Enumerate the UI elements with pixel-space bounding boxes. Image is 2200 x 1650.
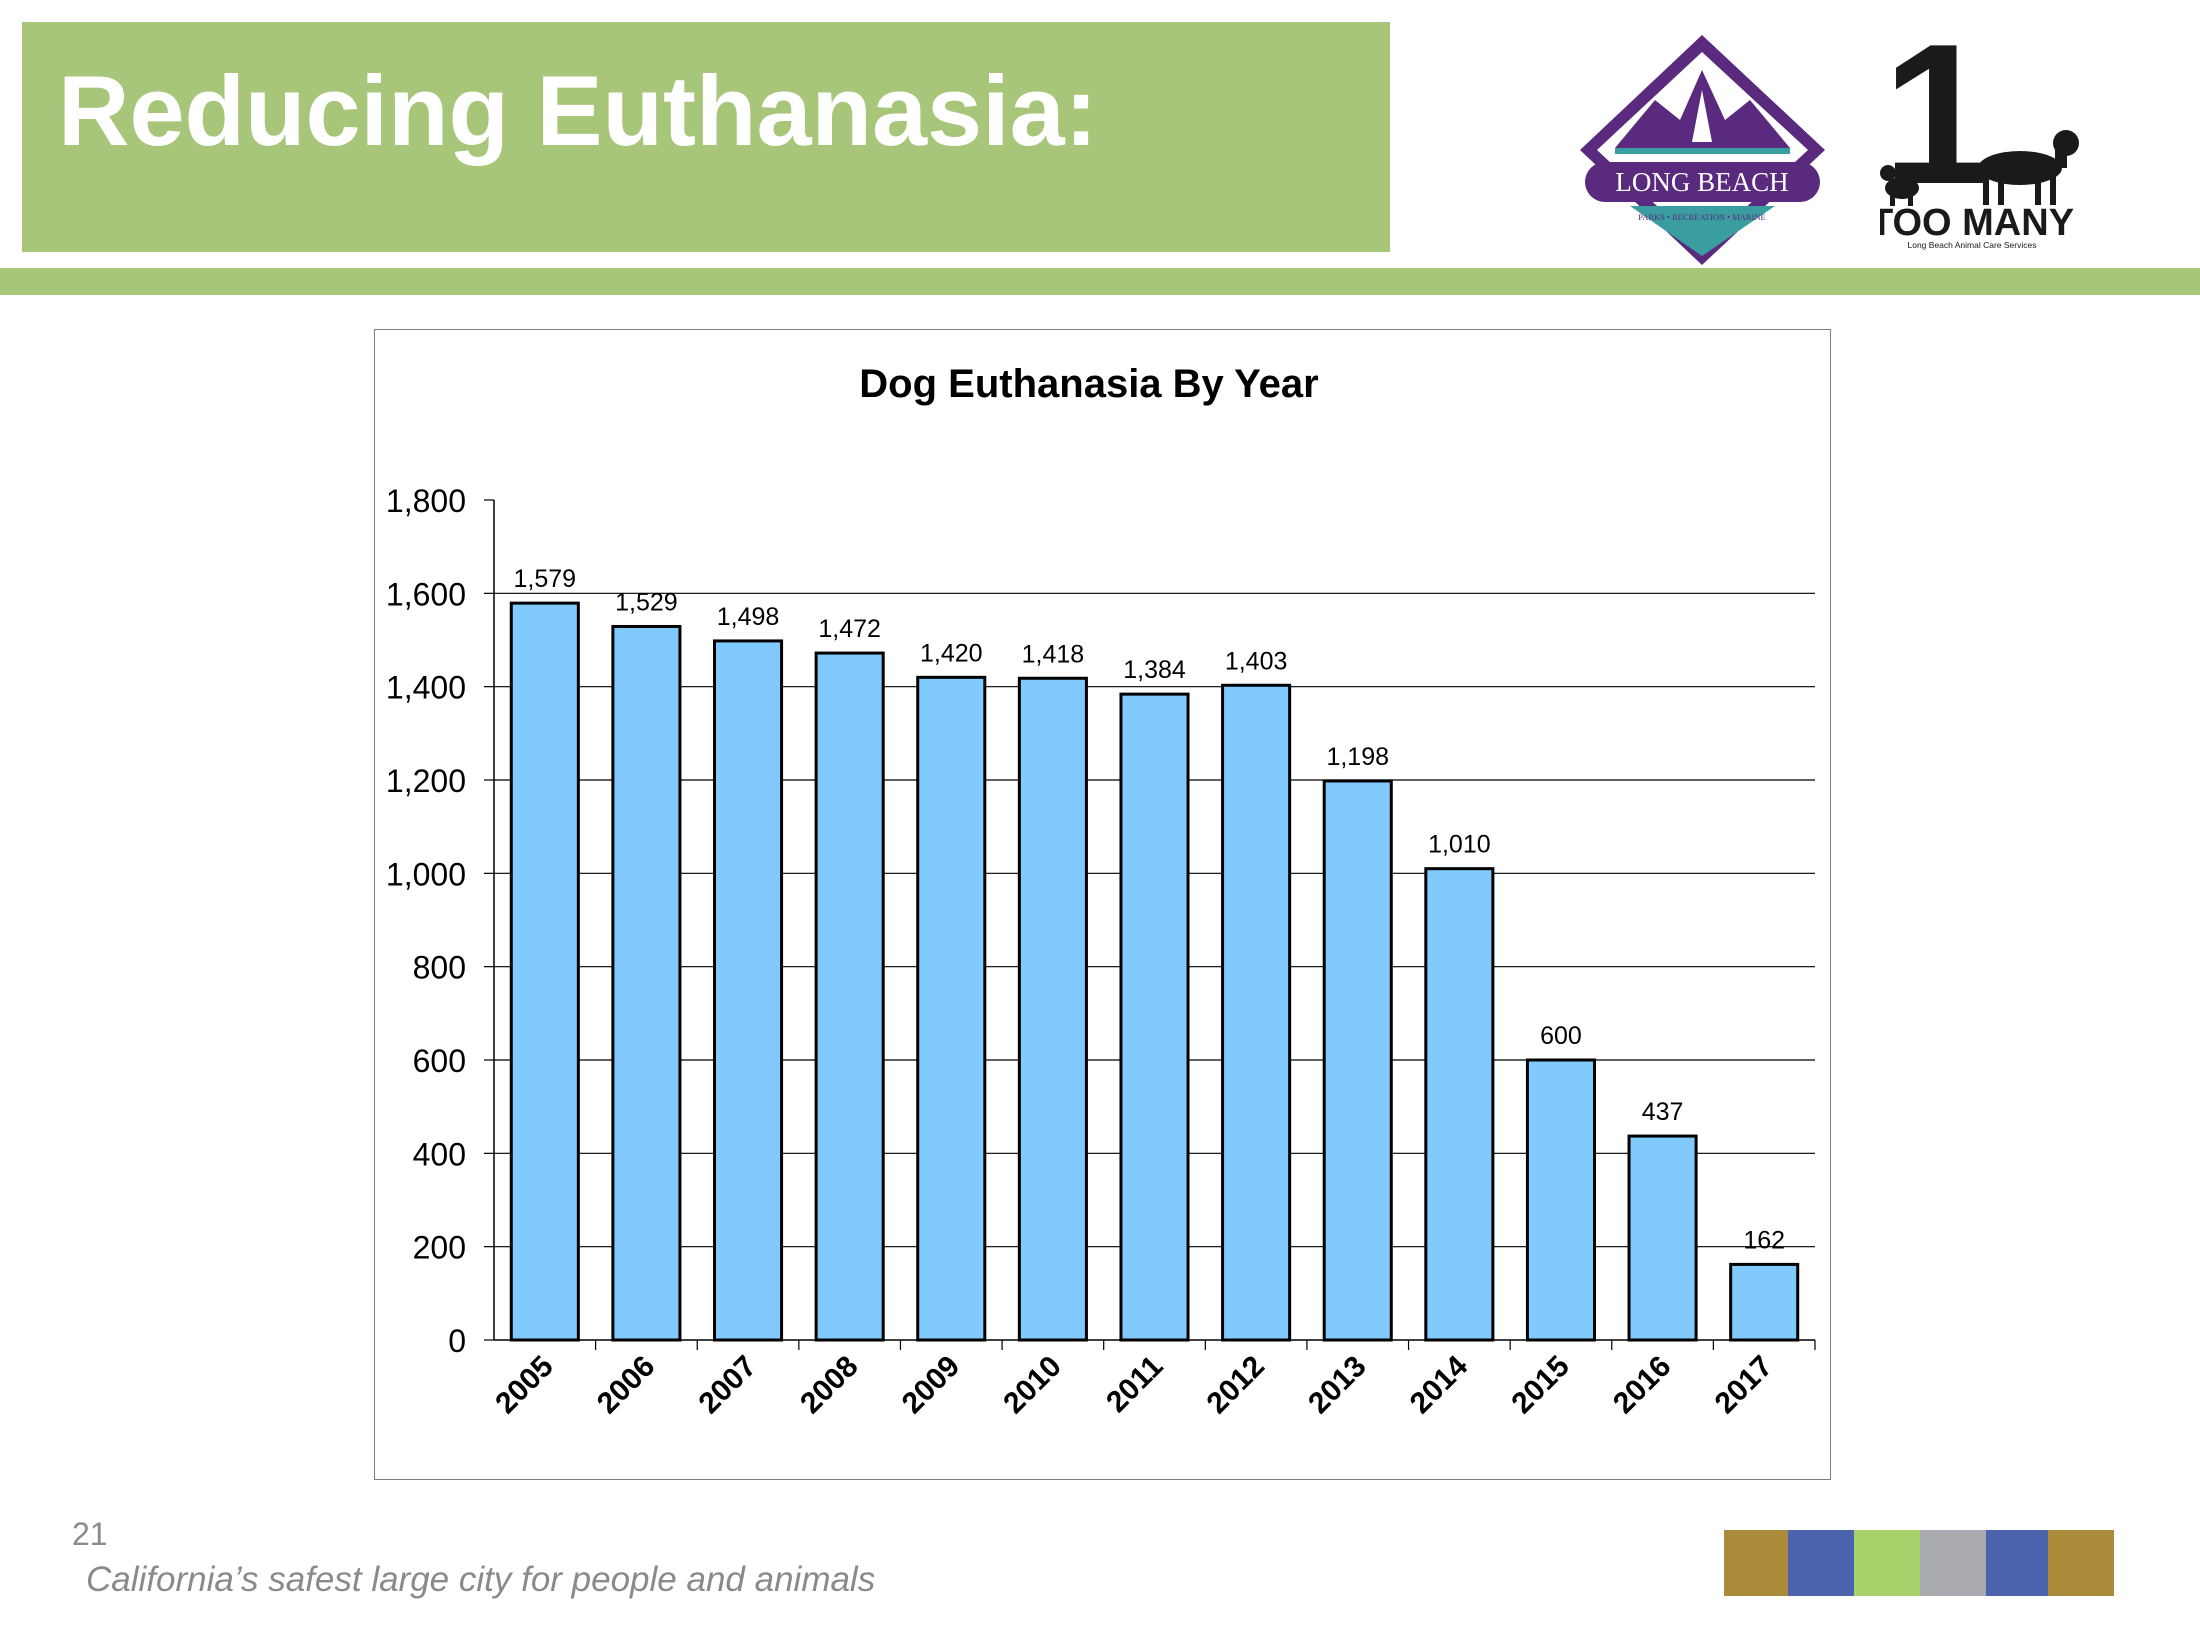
bar-2009 <box>916 675 987 1342</box>
data-label: 1,529 <box>615 588 678 616</box>
data-label: 1,420 <box>920 639 983 667</box>
y-tick-label: 1,400 <box>386 670 466 706</box>
x-tick-label: 2014 <box>1404 1349 1475 1420</box>
y-tick-label: 600 <box>413 1043 466 1079</box>
slide-title: Reducing Euthanasia: <box>58 55 1098 166</box>
logo-toomany-name: TOO MANY <box>1880 202 2074 244</box>
bar-2016 <box>1627 1134 1698 1342</box>
data-labels: 1,579 1,529 1,498 1,472 1,420 1,418 1,384 1,403… <box>514 565 1786 1254</box>
accent-divider <box>0 268 2200 295</box>
color-swatch <box>1986 1530 2048 1596</box>
y-tick-label: 1,200 <box>386 763 466 799</box>
sailboat-icon <box>1692 90 1712 142</box>
color-swatch <box>1788 1530 1854 1596</box>
bar-2017 <box>1729 1262 1800 1342</box>
y-tick-label: 0 <box>448 1323 466 1359</box>
x-tick-label: 2008 <box>794 1350 865 1421</box>
bar-2010 <box>1017 676 1088 1342</box>
x-tick-label: 2010 <box>997 1350 1068 1421</box>
data-label: 600 <box>1540 1022 1582 1050</box>
axes: 0 200 400 600 800 1,000 1,200 1,400 1,600 1,800 20… <box>386 483 1816 1421</box>
x-tick-label: 2013 <box>1302 1350 1373 1421</box>
page-number: 21 <box>72 1516 108 1552</box>
logo-toomany-subtitle: Long Beach Animal Care Services <box>1908 240 2037 250</box>
x-tick-label: 2006 <box>591 1350 662 1421</box>
color-swatch <box>1920 1530 1986 1596</box>
color-swatch <box>1854 1530 1920 1596</box>
y-tick-label: 200 <box>413 1230 466 1266</box>
data-label: 1,418 <box>1022 640 1085 668</box>
logo-longbeach-name: LONG BEACH <box>1615 167 1788 197</box>
x-tick-label: 2016 <box>1607 1350 1678 1421</box>
x-tick-label: 2012 <box>1201 1350 1272 1421</box>
footer-color-strip <box>1724 1530 2114 1596</box>
x-tick-label: 2007 <box>692 1350 763 1421</box>
footer-tagline: California’s safest large city for peopl… <box>86 1560 876 1599</box>
logo-name-band <box>1585 162 1820 202</box>
y-tick-label: 1,800 <box>386 483 466 519</box>
data-label: 1,198 <box>1326 743 1389 771</box>
bar-2014 <box>1424 867 1495 1342</box>
x-tick-label: 2017 <box>1709 1350 1780 1421</box>
y-tick-label: 400 <box>413 1136 466 1172</box>
title-banner <box>22 22 1390 252</box>
data-label: 1,498 <box>717 603 780 631</box>
logo-longbeach-subtitle: PARKS • RECREATION • MARINE <box>1638 212 1766 222</box>
bar-2007 <box>713 639 784 1342</box>
cat-silhouette-icon <box>1880 165 1919 206</box>
y-tick-label: 1,600 <box>386 576 466 612</box>
chart-title: Dog Euthanasia By Year <box>859 362 1318 406</box>
x-tick-label: 2011 <box>1100 1350 1169 1419</box>
x-tick-label: 2005 <box>489 1350 560 1421</box>
y-tick-label: 1,000 <box>386 856 466 892</box>
dog-silhouette-icon <box>1978 130 2079 205</box>
water-icon <box>1615 148 1790 154</box>
bar-2015 <box>1525 1058 1596 1342</box>
bar-2006 <box>611 624 682 1342</box>
data-label: 1,579 <box>514 565 577 593</box>
color-swatch <box>1724 1530 1788 1596</box>
bar-2005 <box>509 601 580 1342</box>
x-tick-label: 2009 <box>896 1350 967 1421</box>
data-label: 1,472 <box>818 615 881 643</box>
chart-frame: Dog Euthanasia By Year 0 200 400 600 800 1,00… <box>374 329 1831 1480</box>
bar-2011 <box>1119 692 1190 1342</box>
one-too-many-logo: 1 TOO MANY Long Beach Animal Care Servic… <box>1880 28 2079 250</box>
bars <box>509 601 1800 1342</box>
bar-2013 <box>1322 779 1393 1342</box>
x-tick-label: 2015 <box>1505 1350 1576 1421</box>
bar-2008 <box>814 651 885 1342</box>
data-label: 1,403 <box>1225 647 1288 675</box>
dog-euthanasia-chart: Dog Euthanasia By Year 0 200 400 600 800 1,00… <box>386 362 1816 1421</box>
color-swatch <box>2048 1530 2114 1596</box>
data-label: 1,010 <box>1428 831 1491 859</box>
data-label: 437 <box>1642 1098 1684 1126</box>
long-beach-parks-logo: LONG BEACH PARKS • RECREATION • MARINE <box>1580 35 1825 265</box>
y-tick-label: 800 <box>413 950 466 986</box>
data-label: 162 <box>1743 1226 1785 1254</box>
data-label: 1,384 <box>1123 656 1186 684</box>
bar-2012 <box>1221 683 1292 1342</box>
